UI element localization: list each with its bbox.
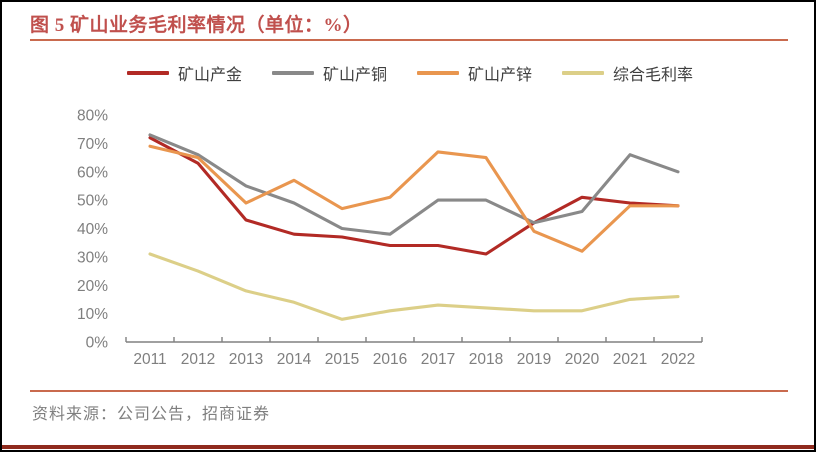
- x-tick-label: 2019: [517, 351, 551, 368]
- series-line-copper: [148, 133, 680, 236]
- legend-label-copper: 矿山产铜: [322, 67, 387, 84]
- title-underline: [30, 39, 788, 41]
- y-tick-label: 0%: [86, 335, 109, 352]
- x-tick-label: 2018: [469, 351, 503, 368]
- legend-line-swatch-zinc: [417, 71, 459, 75]
- y-tick-label: 10%: [77, 306, 108, 323]
- source-note: 资料来源：公司公告，招商证券: [32, 406, 271, 423]
- legend-item-copper: 矿山产铜: [271, 61, 387, 85]
- y-tick-label: 80%: [77, 108, 108, 125]
- legend-label-zinc: 矿山产锌: [468, 67, 533, 84]
- series-line-zinc: [148, 144, 680, 253]
- legend-item-zinc: 矿山产锌: [417, 61, 532, 85]
- legend-item-gold: 矿山产金: [126, 61, 242, 85]
- series-line-gold: [148, 136, 680, 256]
- chart-title: 图 5 矿山业务毛利率情况（单位：%）: [30, 15, 363, 36]
- series-line-composite: [148, 252, 680, 321]
- x-tick-label: 2015: [325, 351, 359, 368]
- legend-label-composite: 综合毛利率: [613, 67, 694, 84]
- y-tick-label: 40%: [77, 221, 108, 238]
- y-tick-label: 20%: [77, 278, 108, 295]
- x-tick-label: 2020: [565, 351, 600, 368]
- y-tick-label: 30%: [77, 249, 108, 266]
- x-tick-label: 2021: [613, 351, 647, 368]
- x-tick-label: 2012: [181, 351, 215, 368]
- legend-label-gold: 矿山产金: [177, 67, 242, 84]
- x-tick-label: 2016: [373, 351, 407, 368]
- x-tick-label: 2011: [133, 351, 166, 368]
- legend-line-swatch-copper: [271, 71, 314, 75]
- x-tick-label: 2014: [277, 351, 312, 368]
- legend-item-composite: 综合毛利率: [562, 61, 693, 85]
- y-tick-label: 70%: [77, 136, 108, 153]
- y-tick-label: 60%: [77, 164, 108, 181]
- source-divider: [30, 390, 788, 392]
- bottom-accent-bar: [2, 445, 814, 449]
- x-tick-label: 2022: [661, 351, 695, 368]
- y-tick-label: 50%: [77, 193, 108, 210]
- chart-svg: 0% 10% 20% 30% 40% 50% 60% 70% 80% 2011 2012 2013 20…: [77, 108, 703, 368]
- legend-line-swatch-composite: [562, 71, 605, 75]
- legend-line-swatch-gold: [126, 71, 169, 75]
- legend: 矿山产金 矿山产铜 矿山产锌 综合毛利率: [2, 60, 814, 86]
- x-tick-label: 2017: [421, 351, 455, 368]
- x-tick-label: 2013: [229, 351, 263, 368]
